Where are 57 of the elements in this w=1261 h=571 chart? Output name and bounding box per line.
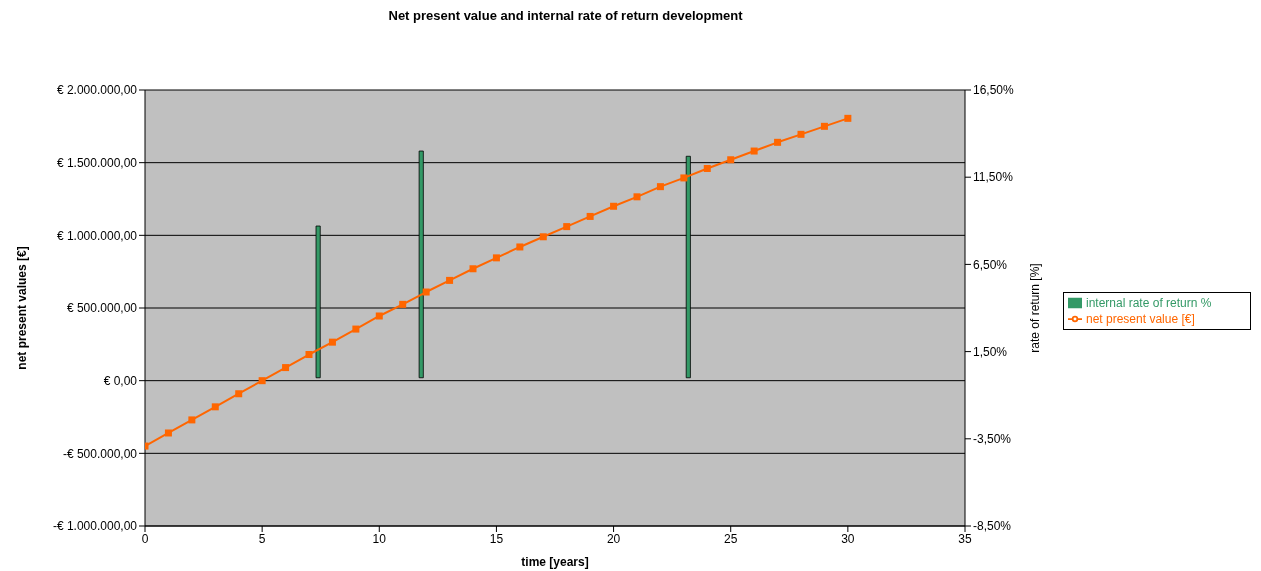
point — [539, 233, 547, 241]
point — [656, 183, 664, 191]
point — [492, 254, 500, 262]
y2-tick-label: -3,50% — [973, 432, 1012, 447]
point — [211, 403, 219, 411]
point — [164, 429, 172, 437]
point — [352, 325, 360, 333]
x-tick-label: 10 — [372, 531, 387, 546]
point — [844, 114, 852, 122]
point — [703, 164, 711, 172]
y-tick-label: € 0,00 — [103, 373, 138, 388]
point — [375, 312, 383, 320]
y-tick-label: € 500.000,00 — [66, 301, 138, 316]
point — [399, 300, 407, 308]
point — [727, 156, 735, 164]
y2-tick-label: 16,50% — [973, 83, 1015, 98]
x-tick-label: 20 — [606, 531, 621, 546]
point — [446, 276, 454, 284]
legend-label: internal rate of return % — [1086, 295, 1212, 310]
point — [469, 265, 477, 273]
x-tick-label: 0 — [141, 531, 149, 546]
point — [586, 212, 594, 220]
point — [328, 338, 336, 346]
x-tick-label: 15 — [489, 531, 504, 546]
point — [258, 377, 266, 385]
y2-tick-label: 6,50% — [973, 257, 1008, 272]
point — [680, 174, 688, 182]
y-tick-label: € 1.500.000,00 — [56, 155, 138, 170]
point — [820, 122, 828, 130]
point — [610, 202, 618, 210]
chart-title: Net present value and internal rate of return development — [387, 8, 744, 25]
x-tick-label: 5 — [258, 531, 266, 546]
y-tick-label: -€ 1.000.000,00 — [52, 519, 138, 534]
y-tick-label: € 2.000.000,00 — [56, 83, 138, 98]
point — [516, 243, 524, 251]
point — [422, 288, 430, 296]
y-axis-title: net present values [€] — [15, 246, 30, 370]
point — [750, 147, 758, 155]
point — [305, 351, 313, 359]
point — [563, 223, 571, 231]
y-tick-label: -€ 500.000,00 — [62, 446, 138, 461]
y2-tick-label: 11,50% — [973, 170, 1014, 185]
point — [235, 390, 243, 398]
y2-tick-label: 1,50% — [973, 344, 1008, 359]
y2-axis-title: rate of return [%] — [1028, 263, 1043, 353]
point — [282, 364, 290, 372]
x-axis-title: time [years] — [521, 555, 589, 569]
point — [188, 416, 196, 424]
x-tick-label: 25 — [724, 531, 738, 546]
point — [774, 138, 782, 146]
point — [797, 130, 805, 138]
y-tick-label: € 1.000.000,00 — [56, 228, 138, 243]
point — [633, 193, 641, 201]
y2-tick-label: -8,50% — [973, 519, 1012, 534]
x-tick-label: 35 — [958, 531, 972, 546]
x-tick-label: 30 — [841, 531, 855, 546]
legend-label: net present value [€] — [1086, 311, 1195, 326]
